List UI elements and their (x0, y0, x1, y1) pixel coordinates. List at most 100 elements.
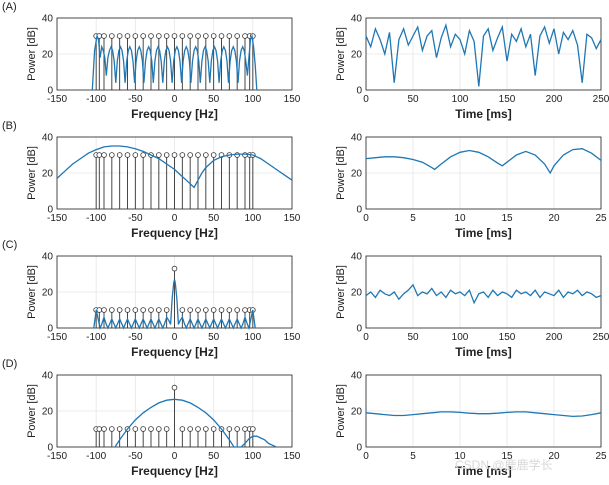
panel-a-freq-stem-marker-13 (187, 33, 193, 39)
panel-d-time-ytick-label-2: 40 (351, 371, 363, 382)
panel-c-freq-stem-marker-19 (234, 307, 240, 313)
panel-d-freq-stem-marker-16 (210, 426, 217, 432)
panel-d-time-xtick-label-1: 5 (410, 451, 416, 462)
panel-b-time-xtick-label-4: 20 (548, 213, 560, 224)
panel-a-freq-ytick-label-0: 0 (47, 86, 53, 97)
panel-d-freq-stem-marker-22 (250, 426, 256, 432)
panel-a-freq-stem-marker-16 (210, 33, 217, 39)
panel-d-freq-stem-marker-7 (140, 426, 146, 432)
panel-c-freq-stem-marker-13 (187, 307, 193, 313)
panel-a-time-axes-frame (365, 17, 602, 91)
panel-b-freq-xtick-label-0: -150 (47, 213, 67, 224)
panel-c-freq-xtick-label-0: -150 (47, 332, 67, 343)
panel-b-freq-stem-marker-19 (234, 152, 240, 158)
panel-d-freq-xlabel: Frequency [Hz] (131, 464, 218, 478)
panel-d-freq-spectrum-line (114, 398, 277, 448)
panel-b-time-ylabel: Power [dB] (335, 146, 347, 200)
panel-b-freq-stem-marker-20 (242, 152, 248, 158)
panel-c-time-xtick-label-3: 150 (499, 332, 516, 343)
panel-a-freq-stem-marker-20 (242, 33, 248, 39)
panel-a-time-ylabel: Power [dB] (335, 27, 347, 81)
panel-c-freq-xtick-label-1: -100 (86, 332, 106, 343)
panel-c-freq-stem-marker-18 (226, 307, 233, 313)
panel-a-freq-xtick-label-6: 150 (284, 94, 301, 105)
panel-c-freq-xtick-label-4: 50 (208, 332, 220, 343)
panel-b-time-xtick-label-0: 0 (363, 213, 369, 224)
panel-c-freq-stem-marker-6 (132, 307, 139, 313)
panel-b-freq-stem-marker-11 (171, 152, 178, 158)
panel-b-freq-stem-marker-16 (210, 152, 217, 158)
panel-c-freq-xtick-label-5: 100 (244, 332, 261, 343)
panel-a-freq-ylabel: Power [dB] (26, 27, 38, 81)
panel-b-time-ytick-label-1: 20 (351, 169, 363, 180)
panel-d-time-xtick-label-0: 0 (363, 451, 369, 462)
panel-d-freq-xtick-label-5: 100 (244, 451, 261, 462)
panel-b-freq-stem-marker-12 (179, 152, 186, 158)
panel-a-freq-ytick-label-1: 20 (42, 50, 54, 61)
panel-d-time-ytick-label-0: 0 (356, 443, 362, 454)
panel-c-freq-stem-marker-3 (109, 307, 115, 313)
panel-c-time-xtick-label-4: 200 (546, 332, 563, 343)
panel-b-time-xtick-label-3: 15 (501, 213, 513, 224)
panel-b-time-ytick-label-2: 40 (351, 133, 363, 144)
panel-b-time-xtick-label-5: 25 (595, 213, 607, 224)
panel-a-freq-stem-marker-2 (101, 33, 107, 39)
panel-b-freq-stem-marker-10 (163, 152, 170, 158)
panel-d-freq-stem-marker-12 (179, 426, 186, 432)
panel-c-freq-stem-marker-7 (140, 307, 146, 313)
panel-a-time-xtick-label-3: 150 (499, 94, 516, 105)
panel-d-freq-stem-marker-19 (234, 426, 240, 432)
panel-a-freq-xtick-label-1: -100 (86, 94, 106, 105)
panel-d-freq-stem-marker-9 (156, 426, 162, 432)
panel-a-freq-stem-marker-7 (140, 33, 146, 39)
panel-b-freq-xtick-label-1: -100 (86, 213, 106, 224)
panel-d-freq-stem-marker-8 (148, 426, 154, 432)
panel-b-freq-stem-marker-2 (101, 152, 107, 158)
panel-c-time-ytick-label-1: 20 (351, 288, 363, 299)
panel-b-freq-spectrum-line (56, 145, 293, 189)
panel-b-freq-xlabel: Frequency [Hz] (131, 226, 218, 240)
panel-a-freq-stem-marker-9 (156, 33, 162, 39)
panel-d-freq-stem-marker-14 (195, 426, 201, 432)
panel-c-freq-ylabel: Power [dB] (26, 265, 38, 319)
panel-c-freq-xtick-label-3: 0 (172, 332, 178, 343)
panel-d-freq-xtick-label-6: 150 (284, 451, 301, 462)
panel-c-freq-stem-marker-4 (116, 307, 123, 313)
panel-c-freq-stem-marker-11 (171, 265, 178, 272)
panel-b-time-power-line (365, 148, 602, 175)
panel-b-freq-ylabel: Power [dB] (26, 146, 38, 200)
panel-label-b: (B) (2, 120, 17, 132)
panel-a-freq-stem-marker-14 (195, 33, 201, 39)
panel-a-freq-xtick-label-3: 0 (172, 94, 178, 105)
panel-d-freq-xtick-label-1: -100 (86, 451, 106, 462)
panel-d-freq-stem-marker-20 (242, 426, 248, 432)
panel-a-time-ytick-label-0: 0 (356, 86, 362, 97)
panel-a-freq-stem-marker-10 (163, 33, 170, 39)
panel-a-time-xtick-label-4: 200 (546, 94, 563, 105)
panel-b-freq-stem-marker-13 (187, 152, 193, 158)
panel-c-freq-xtick-label-2: -50 (128, 332, 143, 343)
panel-c-freq-stem-marker-8 (148, 307, 154, 313)
panel-d-freq-ylabel: Power [dB] (26, 384, 38, 438)
panel-b-freq-xtick-label-4: 50 (208, 213, 220, 224)
panel-a-time-xtick-label-2: 100 (452, 94, 469, 105)
panel-d-freq-stem-marker-11 (171, 384, 178, 391)
panel-d-freq-xtick-label-2: -50 (128, 451, 143, 462)
panel-a-time-xtick-label-1: 50 (407, 94, 419, 105)
panel-a-time-ytick-label-2: 40 (351, 14, 363, 25)
panel-b-freq-stem-marker-14 (195, 152, 201, 158)
panel-b-time-axes-frame (365, 136, 602, 210)
panel-d-time-ytick-label-1: 20 (351, 407, 363, 418)
panel-a-freq-stem-marker-5 (124, 33, 131, 39)
panel-c-freq-stem-marker-9 (156, 307, 162, 313)
panel-b-freq-xtick-label-5: 100 (244, 213, 261, 224)
panel-a-freq-stem-marker-8 (148, 33, 154, 39)
panel-c-freq-xlabel: Frequency [Hz] (131, 345, 218, 359)
panel-label-a: (A) (2, 1, 17, 13)
panel-c-time-ytick-label-0: 0 (356, 324, 362, 335)
panel-b-freq-ytick-label-0: 0 (47, 205, 53, 216)
panel-c-time-axes-frame (365, 255, 602, 329)
panel-b-freq-xtick-label-6: 150 (284, 213, 301, 224)
panel-c-freq-stem-marker-14 (195, 307, 201, 313)
